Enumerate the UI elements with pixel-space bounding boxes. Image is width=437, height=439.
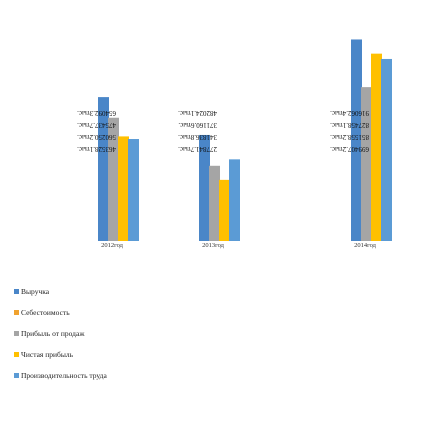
bar-1-2: [209, 165, 220, 241]
legend: Выручка Себестоимость Прибыль от продаж Чис…: [14, 281, 274, 386]
bar-1-4: [229, 159, 240, 241]
data-label: 371160.6тыс.: [178, 121, 217, 129]
data-label: 482024.1тыс.: [178, 109, 217, 117]
bar-2-2: [361, 87, 372, 241]
data-label: 277841.7тыс.: [178, 145, 217, 153]
category-ticks-layer: 2012год 2013год 2014год: [101, 242, 377, 249]
bar-0-4: [128, 139, 139, 241]
data-labels-layer: 654092.3тыс. 475437.7тыс. 560250.2тыс. 4635…: [77, 109, 369, 153]
category-tick-label: 2012год: [101, 242, 124, 249]
legend-label: Чистая прибыль: [21, 350, 74, 359]
data-label: 699407.2тыс.: [330, 145, 369, 153]
bar-2-3: [371, 53, 382, 241]
bar-0-0: [98, 97, 109, 241]
data-label: 560250.2тыс.: [77, 133, 116, 141]
legend-item: Чистая прибыль: [14, 344, 274, 365]
legend-item: Выручка: [14, 281, 274, 302]
legend-swatch: [14, 373, 19, 378]
bar-2-4: [381, 58, 392, 242]
legend-swatch: [14, 331, 19, 336]
bar-1-3: [219, 179, 230, 241]
data-label: 654092.3тыс.: [77, 109, 116, 117]
legend-label: Выручка: [21, 287, 50, 296]
legend-swatch: [14, 310, 19, 315]
data-label: 475437.7тыс.: [77, 121, 116, 129]
data-label: 851558.2тыс.: [330, 133, 369, 141]
bars-layer: [98, 39, 392, 242]
legend-label: Прибыль от продаж: [21, 329, 85, 338]
bar-0-2: [108, 117, 119, 241]
legend-swatch: [14, 352, 19, 357]
legend-label: Себестоимость: [21, 308, 70, 317]
legend-item: Прибыль от продаж: [14, 323, 274, 344]
legend-item: Производительность труда: [14, 365, 274, 386]
legend-label: Производительность труда: [21, 371, 107, 380]
bar-0-3: [118, 136, 129, 241]
category-tick-label: 2013год: [202, 242, 225, 249]
data-label: 341836.8тыс.: [178, 133, 217, 141]
data-label: 916062.4тыс.: [330, 109, 369, 117]
legend-item: Себестоимость: [14, 302, 274, 323]
category-tick-label: 2014год: [354, 242, 377, 249]
data-label: 827458.1тыс.: [330, 121, 369, 129]
legend-swatch: [14, 289, 19, 294]
bar-2-0: [351, 39, 362, 241]
bar-1-0: [199, 134, 210, 241]
data-label: 463528.1тыс.: [77, 145, 116, 153]
